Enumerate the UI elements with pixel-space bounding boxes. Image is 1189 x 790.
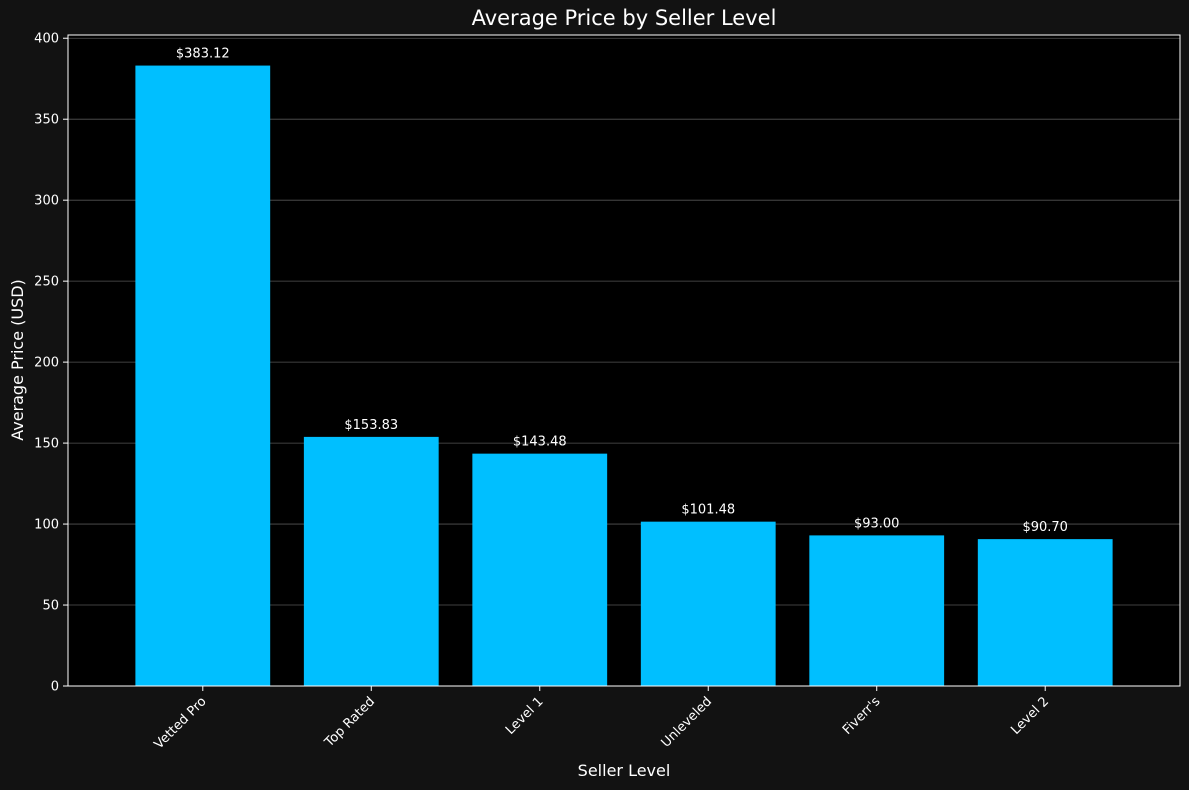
y-tick-label: 300 [34, 194, 59, 209]
chart-title: Average Price by Seller Level [472, 6, 777, 30]
bar [135, 65, 271, 686]
bar [303, 436, 439, 686]
y-axis-label: Average Price (USD) [8, 279, 27, 441]
bar-value-label: $153.83 [344, 418, 398, 433]
bar-value-label: $93.00 [854, 516, 900, 531]
bar-value-label: $143.48 [513, 435, 567, 450]
y-tick-label: 100 [34, 518, 59, 533]
y-tick-label: 250 [34, 275, 59, 290]
data-labels: $383.12 $153.83 $143.48 $101.48 $93.00 $90.70 [176, 47, 1068, 536]
plot-frame [67, 34, 1181, 687]
y-tick-label: 400 [34, 32, 59, 47]
bar-value-label: $383.12 [176, 47, 230, 62]
y-tick-label: 350 [34, 113, 59, 128]
bar [977, 539, 1113, 686]
y-tick-label: 200 [34, 356, 59, 371]
bar-value-label: $90.70 [1022, 520, 1068, 535]
bars [135, 65, 1113, 686]
x-axis-label: Seller Level [578, 761, 671, 780]
y-tick-label: 50 [42, 599, 59, 614]
bar [809, 535, 945, 686]
y-tick-label: 150 [34, 437, 59, 452]
y-axis: 0 50 100 150 200 250 300 350 400 [34, 32, 68, 695]
bar [472, 453, 608, 686]
y-tick-label: 0 [51, 680, 59, 695]
bar [640, 521, 776, 686]
bar-value-label: $101.48 [681, 503, 735, 518]
